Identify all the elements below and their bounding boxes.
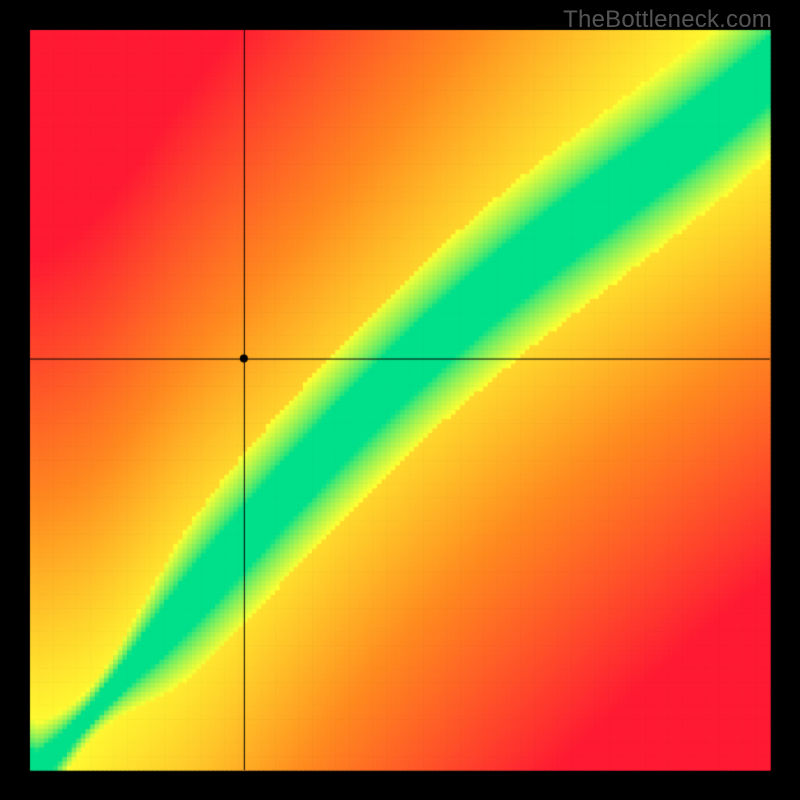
bottleneck-heatmap [0,0,800,800]
watermark-text: TheBottleneck.com [563,6,772,34]
chart-container: TheBottleneck.com [0,0,800,800]
